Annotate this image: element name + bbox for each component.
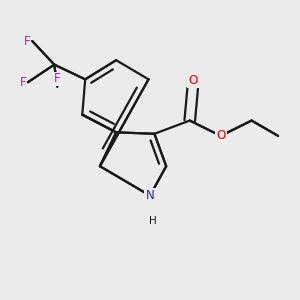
- Text: F: F: [24, 34, 31, 48]
- Text: N: N: [146, 189, 154, 202]
- Text: F: F: [54, 72, 61, 85]
- Text: O: O: [216, 129, 225, 142]
- Text: H: H: [149, 216, 157, 226]
- Text: F: F: [20, 76, 26, 89]
- Text: O: O: [188, 74, 197, 87]
